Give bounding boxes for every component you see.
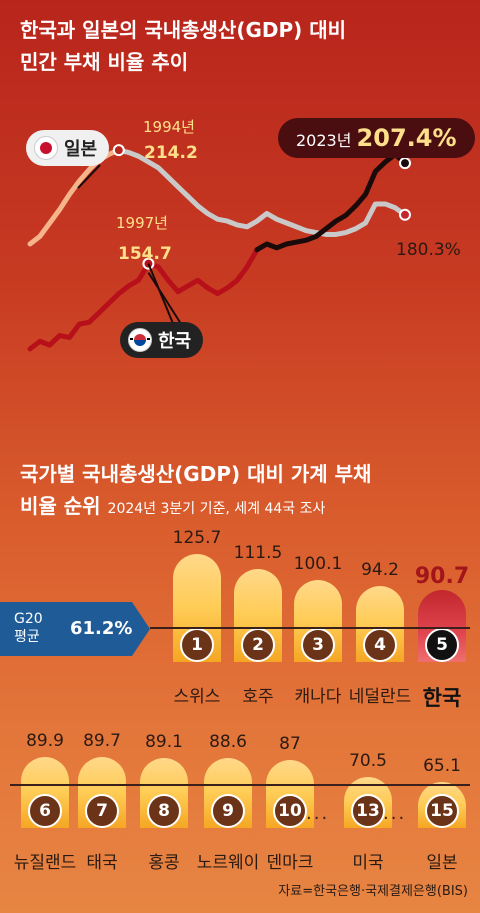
ellipsis-2: ··· xyxy=(383,808,407,829)
japan-flag-icon xyxy=(34,136,58,160)
bar-value-rank-6: 89.9 xyxy=(26,730,64,751)
korea-peak-value: 154.7 xyxy=(118,244,172,264)
rank-badge-13: 13 xyxy=(351,794,385,828)
korea-2023-value: 207.4% xyxy=(356,124,457,152)
rank-badge-9: 9 xyxy=(211,794,245,828)
g20-average-marker: G20 평균 61.2% xyxy=(0,602,150,656)
bar-value-rank-1: 125.7 xyxy=(172,528,222,549)
country-name-rank-8: 홍콩 xyxy=(148,853,180,873)
country-name-rank-10: 덴마크 xyxy=(266,853,314,873)
japan-latest-value: 180.3% xyxy=(396,240,461,260)
korea-2023-year: 2023년 xyxy=(296,131,352,150)
rank-badge-1: 1 xyxy=(180,628,214,662)
country-name-rank-7: 태국 xyxy=(86,853,118,873)
japan-peak-value: 214.2 xyxy=(144,143,198,163)
korea-line-segment-2 xyxy=(27,247,260,352)
bar-value-rank-9: 88.6 xyxy=(209,732,247,753)
korea-flag-icon xyxy=(128,328,152,352)
rank-badge-8: 8 xyxy=(147,794,181,828)
country-name-rank-13: 미국 xyxy=(352,853,384,873)
bar-value-rank-15: 65.1 xyxy=(423,756,461,777)
g20-label-line1: G20 xyxy=(14,611,43,627)
country-name-rank-3: 캐나다 xyxy=(294,687,342,707)
country-name-rank-15: 일본 xyxy=(426,853,458,873)
source-note: 자료=한국은행·국제결제은행(BIS) xyxy=(278,884,468,899)
rank-badge-4: 4 xyxy=(363,628,397,662)
japan-peak-year: 1994년 xyxy=(143,118,195,136)
rank-badge-6: 6 xyxy=(28,794,62,828)
country-name-rank-9: 노르웨이 xyxy=(196,853,260,873)
bar-value-rank-2: 111.5 xyxy=(233,542,283,563)
korea-line-segment-3 xyxy=(254,151,408,253)
japan-label-text: 일본 xyxy=(64,139,98,160)
bar-value-rank-10: 87 xyxy=(279,733,301,754)
rank-badge-15: 15 xyxy=(425,794,459,828)
line-chart xyxy=(27,144,411,352)
section2-title: 국가별 국내총생산(GDP) 대비 가계 부채 비율 순위 2024년 3분기 … xyxy=(20,458,371,525)
bar-value-rank-4: 94.2 xyxy=(361,560,399,581)
korea-label: 한국 xyxy=(120,322,204,358)
g20-label-line2: 평균 xyxy=(14,629,40,645)
section2-title-line1: 국가별 국내총생산(GDP) 대비 가계 부채 xyxy=(20,462,372,486)
g20-value: 61.2% xyxy=(70,618,133,639)
bar-value-rank-13: 70.5 xyxy=(349,750,387,771)
korea-2023-marker xyxy=(399,157,411,170)
ellipsis-1: ··· xyxy=(306,808,330,829)
rank-badge-3: 3 xyxy=(301,628,335,662)
country-name-rank-4: 네덜란드 xyxy=(348,687,412,707)
korea-peak-year: 1997년 xyxy=(116,214,168,232)
rank-badge-10: 10 xyxy=(273,794,307,828)
g20-average-line-row-2 xyxy=(10,784,470,786)
country-name-rank-5: 한국 xyxy=(422,686,462,710)
rank-badge-5: 5 xyxy=(425,628,459,662)
section2-title-line2: 비율 순위 xyxy=(20,494,101,518)
japan-line-segment-1 xyxy=(116,147,408,237)
country-name-rank-1: 스위스 xyxy=(173,687,221,707)
bar-value-rank-3: 100.1 xyxy=(293,554,343,575)
rank-badge-2: 2 xyxy=(241,628,275,662)
section1-title-line2: 민간 부채 비율 추이 xyxy=(20,50,189,74)
g20-average-line-row-1 xyxy=(150,627,470,629)
section1-title: 한국과 일본의 국내총생산(GDP) 대비 민간 부채 비율 추이 xyxy=(20,14,346,78)
section2-note: 2024년 3분기 기준, 세계 44국 조사 xyxy=(107,501,326,517)
japan-label-leader xyxy=(77,164,101,189)
rank-badge-7: 7 xyxy=(85,794,119,828)
country-name-rank-6: 뉴질랜드 xyxy=(13,853,77,873)
bar-value-rank-7: 89.7 xyxy=(83,730,121,751)
korea-label-text: 한국 xyxy=(158,331,192,352)
bar-value-rank-8: 89.1 xyxy=(145,731,183,752)
japan-label: 일본 xyxy=(26,130,110,166)
section1-title-line1: 한국과 일본의 국내총생산(GDP) 대비 xyxy=(20,18,347,42)
japan-2023-marker xyxy=(399,208,411,221)
bar-value-rank-5: 90.7 xyxy=(414,563,470,589)
japan-1994-marker xyxy=(112,144,125,157)
korea-1997-leader xyxy=(147,263,175,327)
country-name-rank-2: 호주 xyxy=(242,687,274,707)
korea-2023-callout: 2023년 207.4% xyxy=(278,118,475,158)
